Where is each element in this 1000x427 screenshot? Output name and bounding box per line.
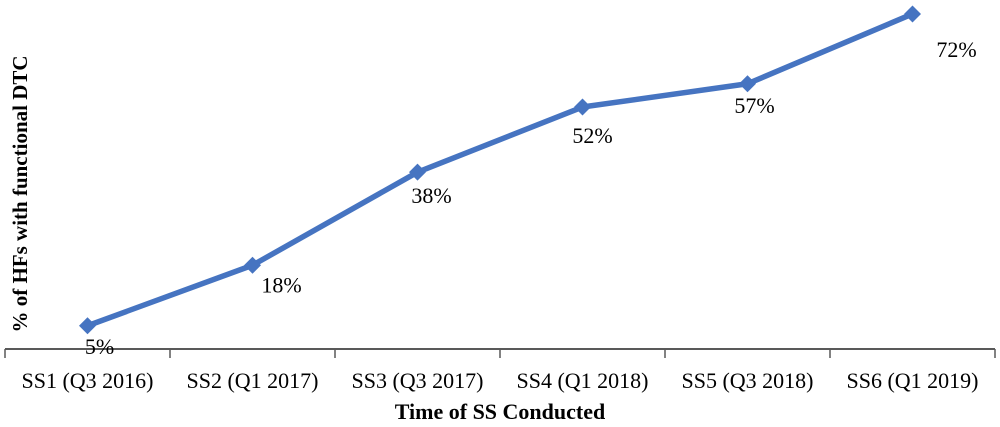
data-label: 72% [936, 37, 976, 62]
data-label: 5% [85, 334, 114, 359]
data-label: 52% [572, 123, 612, 148]
series-line [84, 11, 916, 329]
x-axis-category-label: SS3 (Q3 2017) [351, 368, 483, 393]
data-point-marker [739, 75, 756, 93]
y-axis-label: % of HFs with functional DTC [8, 55, 32, 332]
data-point-marker [574, 98, 591, 116]
data-label: 38% [411, 183, 451, 208]
data-label: 57% [734, 93, 774, 118]
data-point-marker [409, 163, 426, 181]
data-label: 18% [261, 272, 301, 297]
data-series [79, 5, 921, 335]
data-point-marker [904, 5, 921, 23]
x-axis-tick-labels: SS1 (Q3 2016) SS2 (Q1 2017) SS3 (Q3 2017) S… [21, 368, 978, 393]
data-labels: 5% 18% 38% 52% 57% 72% [85, 37, 977, 359]
x-axis-title: Time of SS Conducted [395, 399, 605, 424]
data-point-marker [79, 317, 96, 335]
data-point-marker [244, 256, 261, 274]
x-axis-category-label: SS5 (Q3 2018) [681, 368, 813, 393]
x-axis-category-label: SS1 (Q3 2016) [21, 368, 153, 393]
x-axis-category-label: SS4 (Q1 2018) [516, 368, 648, 393]
x-axis [4, 348, 996, 358]
x-axis-category-label: SS6 (Q1 2019) [846, 368, 978, 393]
x-axis-category-label: SS2 (Q1 2017) [186, 368, 318, 393]
